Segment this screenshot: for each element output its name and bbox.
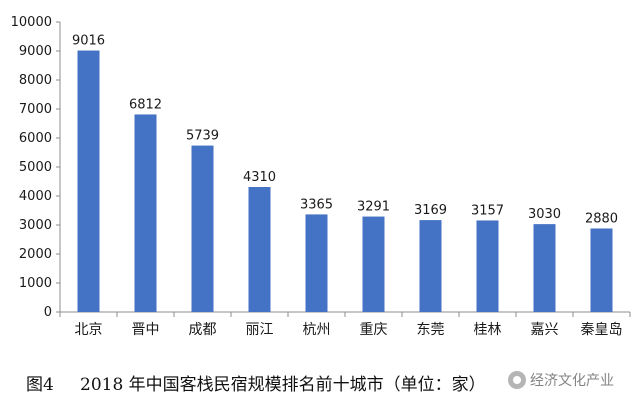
bar-5 — [362, 216, 385, 312]
data-label: 3030 — [528, 207, 561, 222]
watermark-text: 经济文化产业 — [530, 373, 614, 389]
x-tick-label: 北京 — [75, 322, 103, 338]
y-tick-label: 2000 — [19, 247, 52, 262]
y-tick-label: 5000 — [19, 160, 52, 175]
data-label: 4310 — [243, 170, 276, 185]
bar-9 — [590, 228, 613, 312]
figure-title: 2018 年中国客栈民宿规模排名前十城市（单位：家） — [80, 375, 486, 395]
bar-4 — [305, 214, 328, 312]
bar-2 — [191, 145, 214, 312]
data-label: 6812 — [129, 97, 162, 112]
x-tick-label: 丽江 — [246, 322, 274, 338]
figure-number: 图4 — [26, 375, 54, 395]
y-tick-label: 0 — [44, 305, 52, 320]
y-tick-label: 6000 — [19, 131, 52, 146]
bar-8 — [533, 224, 556, 312]
x-tick-label: 嘉兴 — [531, 322, 559, 338]
wechat-logo-icon — [508, 371, 526, 389]
data-label: 3169 — [414, 203, 447, 218]
data-label: 9016 — [72, 34, 105, 49]
x-tick-label: 东莞 — [417, 322, 445, 338]
bar-7 — [476, 220, 499, 312]
x-tick-label: 杭州 — [303, 322, 331, 338]
y-tick-label: 8000 — [19, 73, 52, 88]
data-label: 3157 — [471, 203, 504, 218]
figure-caption: 图4 2018 年中国客栈民宿规模排名前十城市（单位：家） — [0, 360, 643, 400]
x-tick-label: 桂林 — [474, 322, 502, 338]
bar-6 — [419, 220, 442, 312]
y-tick-label: 10000 — [11, 15, 52, 30]
bar-1 — [134, 114, 157, 313]
data-label: 3365 — [300, 197, 333, 212]
y-tick-label: 9000 — [19, 44, 52, 59]
y-tick-label: 1000 — [19, 276, 52, 291]
bar-0 — [77, 50, 100, 312]
x-tick-label: 成都 — [189, 322, 217, 338]
x-tick-label: 晋中 — [132, 322, 160, 338]
watermark: 经济文化产业 — [508, 366, 636, 394]
x-tick-label: 秦皇岛 — [581, 322, 623, 338]
bar-chart: 0 1000 2000 3000 4000 5000 6000 7000 8000 9000 100… — [11, 15, 631, 338]
data-label: 2880 — [585, 211, 618, 226]
y-tick-label: 4000 — [19, 189, 52, 204]
data-label: 3291 — [357, 200, 390, 215]
y-tick-label: 3000 — [19, 218, 52, 233]
y-tick-label: 7000 — [19, 102, 52, 117]
x-tick-label: 重庆 — [360, 322, 388, 338]
bar-3 — [248, 187, 271, 312]
data-label: 5739 — [186, 129, 219, 144]
